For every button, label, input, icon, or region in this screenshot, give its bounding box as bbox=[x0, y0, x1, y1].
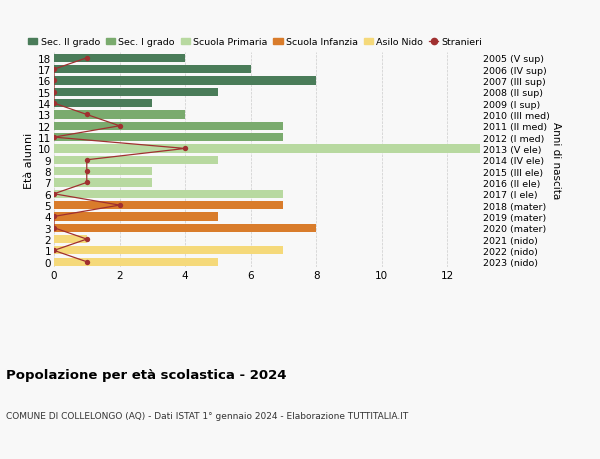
Y-axis label: Anni di nascita: Anni di nascita bbox=[551, 122, 561, 199]
Bar bbox=[54, 202, 283, 210]
Bar bbox=[54, 89, 218, 97]
Text: Popolazione per età scolastica - 2024: Popolazione per età scolastica - 2024 bbox=[6, 369, 287, 382]
Point bbox=[82, 157, 92, 164]
Point bbox=[49, 66, 59, 73]
Point bbox=[82, 236, 92, 243]
Point bbox=[115, 202, 124, 209]
Point bbox=[49, 213, 59, 221]
Bar bbox=[54, 157, 218, 164]
Bar bbox=[54, 66, 251, 74]
Point bbox=[180, 146, 190, 153]
Point bbox=[82, 258, 92, 266]
Bar bbox=[54, 235, 87, 244]
Point bbox=[49, 100, 59, 107]
Point bbox=[49, 247, 59, 255]
Y-axis label: Età alunni: Età alunni bbox=[24, 132, 34, 189]
Bar bbox=[54, 224, 316, 232]
Point bbox=[49, 190, 59, 198]
Text: COMUNE DI COLLELONGO (AQ) - Dati ISTAT 1° gennaio 2024 - Elaborazione TUTTITALIA: COMUNE DI COLLELONGO (AQ) - Dati ISTAT 1… bbox=[6, 411, 408, 420]
Bar bbox=[54, 134, 283, 142]
Legend: Sec. II grado, Sec. I grado, Scuola Primaria, Scuola Infanzia, Asilo Nido, Stran: Sec. II grado, Sec. I grado, Scuola Prim… bbox=[24, 34, 487, 51]
Point bbox=[49, 78, 59, 85]
Point bbox=[82, 168, 92, 175]
Point bbox=[49, 224, 59, 232]
Point bbox=[82, 55, 92, 62]
Bar bbox=[54, 55, 185, 63]
Point bbox=[49, 89, 59, 96]
Bar bbox=[54, 100, 152, 108]
Point bbox=[82, 112, 92, 119]
Bar bbox=[54, 123, 283, 130]
Bar bbox=[54, 77, 316, 85]
Bar bbox=[54, 145, 480, 153]
Bar bbox=[54, 213, 218, 221]
Bar bbox=[54, 247, 283, 255]
Bar bbox=[54, 111, 185, 119]
Bar bbox=[54, 168, 152, 176]
Bar bbox=[54, 179, 152, 187]
Point bbox=[49, 134, 59, 141]
Bar bbox=[54, 190, 283, 198]
Point bbox=[115, 123, 124, 130]
Bar bbox=[54, 258, 218, 266]
Point bbox=[82, 179, 92, 187]
